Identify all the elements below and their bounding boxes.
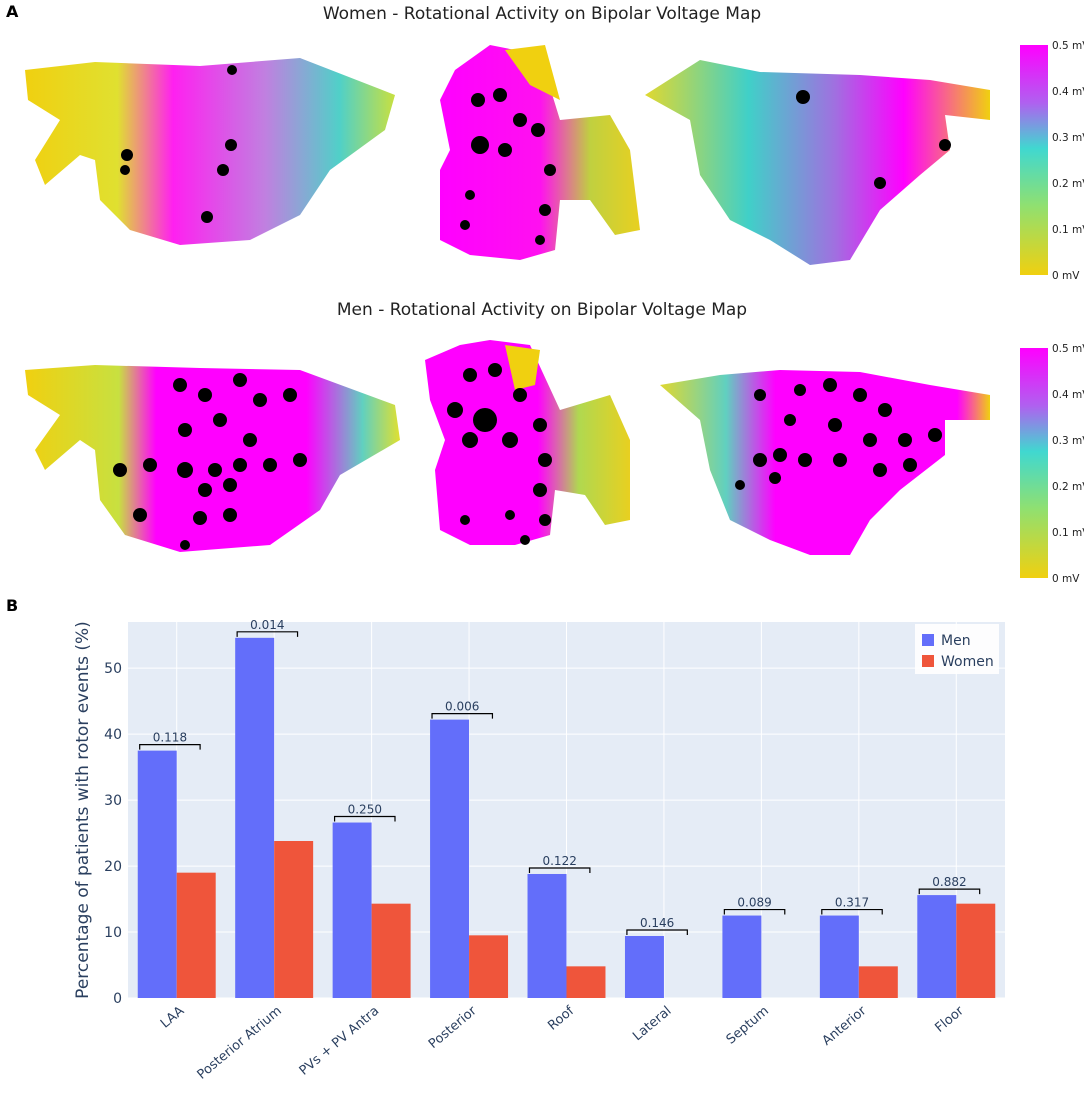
- legend-swatch-women: [922, 655, 934, 667]
- y-tick-label: 30: [104, 793, 122, 809]
- men-map-right: [660, 370, 990, 555]
- p-value-label: 0.089: [737, 896, 771, 910]
- women-colorbar-tick: 0.4 mV: [1052, 86, 1084, 98]
- p-value-label: 0.250: [348, 803, 382, 817]
- p-value-bracket: [139, 744, 201, 750]
- y-tick-label: 50: [104, 661, 122, 677]
- y-tick-label: 10: [104, 925, 122, 941]
- legend-swatch-men: [922, 634, 934, 646]
- bar-men: [819, 915, 859, 998]
- bar-women: [858, 966, 898, 998]
- x-tick-label: Posterior Atrium: [194, 1004, 284, 1083]
- p-value-bracket: [723, 908, 786, 915]
- men-map-left: [25, 365, 400, 552]
- p-value-bracket: [431, 713, 494, 719]
- legend: Men Women: [915, 624, 999, 674]
- bar-men: [430, 719, 470, 998]
- women-map-title: Women - Rotational Activity on Bipolar V…: [322, 4, 762, 24]
- women-colorbar-tick: 0 mV: [1052, 270, 1080, 282]
- women-colorbar-tick: 0.3 mV: [1052, 132, 1084, 144]
- bar-men: [235, 637, 275, 998]
- women-colorbar-tick: 0.2 mV: [1052, 178, 1084, 190]
- bar-women: [371, 903, 411, 998]
- rotor-bar-chart: 0.118 0.014 0.250 0.006 0.122 0.146 0.089 0.317…: [73, 618, 1005, 1083]
- p-value-label: 0.122: [542, 854, 576, 868]
- rotor-dots-women-right: [796, 90, 951, 189]
- bar-women: [956, 903, 996, 998]
- bar-men: [917, 895, 957, 998]
- men-colorbar-tick: 0.3 mV: [1052, 435, 1084, 447]
- bar-men: [722, 915, 762, 998]
- panel-a-label: A: [6, 2, 19, 21]
- bar-women: [176, 872, 216, 998]
- p-value-bracket: [821, 908, 883, 915]
- women-colorbar-tick: 0.5 mV: [1052, 40, 1084, 52]
- men-colorbar-tick: 0.4 mV: [1052, 389, 1084, 401]
- x-tick-label: Septum: [724, 1004, 772, 1048]
- women-map-middle: [440, 45, 640, 260]
- men-colorbar-tick: 0.1 mV: [1052, 527, 1084, 539]
- p-value-bracket: [333, 815, 396, 822]
- p-value-bracket: [626, 929, 688, 935]
- legend-label-men: Men: [941, 633, 971, 649]
- women-map-right: [645, 60, 990, 265]
- p-value-bracket: [918, 888, 981, 895]
- bar-women: [274, 841, 314, 998]
- men-map-title: Men - Rotational Activity on Bipolar Vol…: [336, 300, 748, 320]
- p-value-bracket: [236, 631, 299, 637]
- voltage-maps: 0.5 mV 0.4 mV 0.3 mV 0.2 mV 0.1 mV 0 mV 0.5 m…: [25, 40, 1084, 585]
- p-value-label: 0.146: [640, 916, 674, 930]
- y-tick-label: 20: [104, 859, 122, 875]
- women-colorbar: [1020, 45, 1048, 275]
- rotor-dots-men-right: [735, 378, 942, 490]
- y-tick-label: 40: [104, 727, 122, 743]
- rotor-dots-women-middle: [460, 88, 556, 245]
- y-tick-label: 0: [113, 991, 122, 1007]
- x-tick-label: Posterior: [426, 1003, 480, 1052]
- men-colorbar-tick: 0 mV: [1052, 573, 1080, 585]
- p-value-label: 0.014: [250, 618, 284, 632]
- x-tick-label: PVs + PV Antra: [297, 1004, 383, 1079]
- p-value-bracket: [528, 867, 591, 873]
- rotor-dots-women-left: [120, 65, 237, 223]
- bar-women: [469, 935, 509, 998]
- women-map-left: [25, 58, 395, 245]
- p-value-label: 0.118: [153, 731, 187, 745]
- bar-men: [137, 750, 177, 998]
- x-tick-label: LAA: [158, 1004, 187, 1032]
- x-tick-label: Anterior: [820, 1003, 870, 1049]
- p-value-label: 0.317: [835, 896, 869, 910]
- bar-men: [332, 822, 372, 998]
- men-colorbar: [1020, 348, 1048, 578]
- x-tick-label: Floor: [932, 1003, 967, 1036]
- men-map-middle: [425, 340, 630, 545]
- bar-women: [566, 966, 606, 998]
- x-tick-label: Roof: [545, 1003, 577, 1033]
- men-colorbar-tick: 0.5 mV: [1052, 343, 1084, 355]
- bar-men: [527, 873, 567, 998]
- legend-label-women: Women: [941, 654, 994, 670]
- panel-b-label: B: [6, 596, 19, 615]
- bar-men: [624, 935, 664, 998]
- rotor-dots-men-left: [113, 373, 307, 550]
- x-tick-label: Lateral: [630, 1004, 674, 1045]
- women-colorbar-tick: 0.1 mV: [1052, 224, 1084, 236]
- p-value-label: 0.006: [445, 700, 479, 714]
- y-axis-label: Percentage of patients with rotor events…: [73, 621, 93, 999]
- rotor-dots-men-middle: [447, 363, 552, 545]
- men-colorbar-tick: 0.2 mV: [1052, 481, 1084, 493]
- p-value-label: 0.882: [932, 875, 966, 889]
